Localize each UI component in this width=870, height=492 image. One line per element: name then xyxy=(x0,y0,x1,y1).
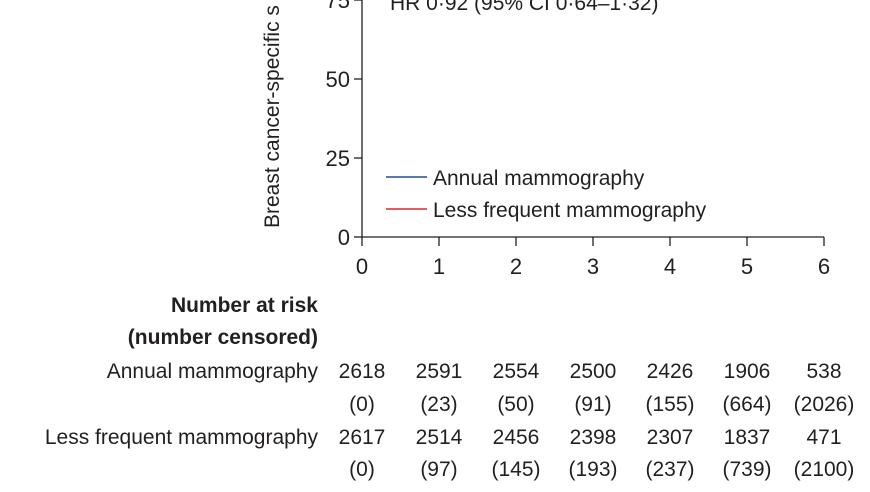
risk-rows: Annual mammography 2618 2591 2554 2500 2426 19… xyxy=(45,360,854,481)
legend-label-annual: Annual mammography xyxy=(433,167,645,190)
legend: Annual mammography Less frequent mammogr… xyxy=(386,167,707,222)
risk-at-risk-value: 2514 xyxy=(416,426,463,449)
risk-at-risk-value: 2398 xyxy=(570,426,617,449)
risk-table-title: Number at risk xyxy=(171,294,318,317)
risk-censored-value: (0) xyxy=(349,458,375,481)
risk-censored-value: (155) xyxy=(645,393,694,416)
risk-at-risk-value: 471 xyxy=(806,426,841,449)
risk-at-risk-value: 1837 xyxy=(724,426,771,449)
risk-censored-value: (664) xyxy=(722,393,771,416)
risk-row-label: Annual mammography xyxy=(107,360,319,383)
risk-censored-value: (0) xyxy=(349,393,375,416)
x-tick-label: 5 xyxy=(741,254,753,279)
y-ticks: 0 25 50 75 xyxy=(326,0,362,250)
risk-censored-value: (237) xyxy=(645,458,694,481)
y-tick-label: 75 xyxy=(326,0,350,13)
risk-censored-value: (193) xyxy=(568,458,617,481)
risk-at-risk-value: 1906 xyxy=(724,360,771,383)
risk-censored-value: (97) xyxy=(420,458,457,481)
x-tick-label: 2 xyxy=(510,254,522,279)
risk-table-subtitle: (number censored) xyxy=(128,326,318,349)
x-tick-label: 4 xyxy=(664,254,676,279)
risk-censored-value: (2026) xyxy=(794,393,855,416)
risk-at-risk-value: 538 xyxy=(806,360,841,383)
x-tick-label: 3 xyxy=(587,254,599,279)
risk-censored-value: (145) xyxy=(491,458,540,481)
risk-at-risk-value: 2307 xyxy=(647,426,694,449)
risk-censored-value: (739) xyxy=(722,458,771,481)
risk-at-risk-value: 2617 xyxy=(339,426,386,449)
hr-annotation: HR 0·92 (95% CI 0·64–1·32) xyxy=(390,0,658,15)
x-tick-label: 6 xyxy=(818,254,830,279)
risk-table: Number at risk (number censored) Annual … xyxy=(45,294,854,481)
risk-at-risk-value: 2554 xyxy=(493,360,540,383)
risk-censored-value: (50) xyxy=(497,393,534,416)
x-ticks: 0 1 2 3 4 5 6 xyxy=(356,237,830,279)
risk-at-risk-value: 2500 xyxy=(570,360,617,383)
risk-at-risk-value: 2618 xyxy=(339,360,386,383)
x-tick-label: 1 xyxy=(433,254,445,279)
risk-at-risk-value: 2456 xyxy=(493,426,540,449)
risk-row-label: Less frequent mammography xyxy=(45,426,319,449)
risk-at-risk-value: 2591 xyxy=(416,360,463,383)
y-axis-title: Breast cancer-specific s xyxy=(261,5,284,228)
legend-label-less-frequent: Less frequent mammography xyxy=(433,199,707,222)
y-tick-label: 0 xyxy=(338,225,350,250)
x-tick-label: 0 xyxy=(356,254,368,279)
y-tick-label: 25 xyxy=(326,146,350,171)
y-tick-label: 50 xyxy=(326,67,350,92)
risk-censored-value: (23) xyxy=(420,393,457,416)
risk-censored-value: (2100) xyxy=(794,458,855,481)
risk-censored-value: (91) xyxy=(574,393,611,416)
risk-at-risk-value: 2426 xyxy=(647,360,694,383)
